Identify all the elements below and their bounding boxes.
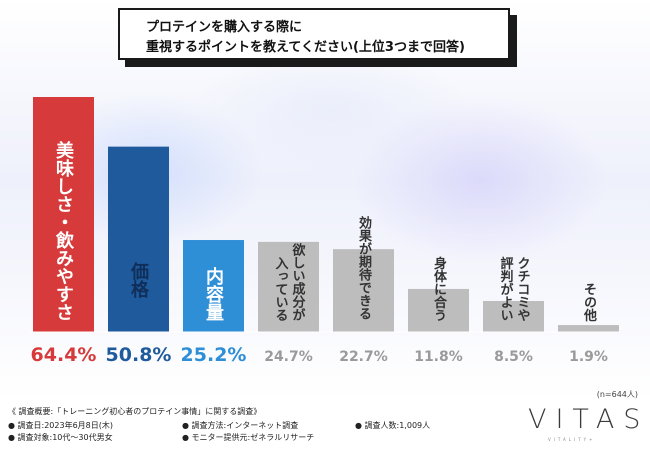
bar-5 [333, 249, 394, 332]
category-label-2: 価格 [128, 261, 150, 299]
bar-1 [33, 97, 94, 332]
survey-target: ● 調査対象:10代〜30代男女 [8, 433, 113, 442]
category-label-4-2: 欲しい成分が [290, 242, 307, 321]
bar-2 [108, 146, 169, 332]
category-label-7-1: 評判がよい [498, 256, 514, 322]
category-label-4-1: 入っている [273, 257, 289, 322]
value-label-1: 64.4% [31, 344, 97, 366]
value-label-2: 50.8% [106, 344, 172, 366]
bar-7 [483, 300, 544, 332]
value-label-4: 24.7% [264, 349, 313, 365]
value-label-6: 11.8% [414, 349, 463, 365]
chart-title-line1: プロテインを購入する際に [146, 20, 303, 35]
value-label-3: 25.2% [181, 344, 247, 366]
brand-logo: VITAS [528, 404, 650, 435]
chart-title-box: プロテインを購入する際に 重視するポイントを教えてください(上位3つまで回答) [118, 8, 510, 60]
chart-title-line2: 重視するポイントを教えてください(上位3つまで回答) [146, 40, 465, 55]
survey-summary: 《 調査概要:「トレーニング初心者のプロテイン事情」に関する調査》 [8, 407, 262, 416]
bar-chart: 美味しさ・飲みやすさ 64.4% 価格 50.8% 内容量 25.2% 入っている 欲しい成分… [30, 97, 620, 366]
category-label-6: 身体に合う [431, 256, 447, 322]
value-label-7: 8.5% [494, 349, 533, 365]
survey-respondents: ● 調査人数:1,009人 [355, 421, 431, 430]
bar-6 [408, 288, 469, 332]
value-label-8: 1.9% [569, 349, 608, 365]
footer: 《 調査概要:「トレーニング初心者のプロテイン事情」に関する調査》 ● 調査日:… [0, 400, 650, 450]
category-label-5: 効果が期待できる [356, 215, 373, 320]
sample-size-note: (n=644人) [596, 390, 638, 399]
category-label-7-2: クチコミや [515, 257, 531, 322]
category-label-8: その他 [581, 283, 598, 323]
survey-method: ● 調査方法:インターネット調査 [182, 421, 299, 430]
bar-8 [558, 325, 619, 332]
category-label-3: 内容量 [203, 266, 224, 321]
survey-date: ● 調査日:2023年6月8日(木) [8, 421, 113, 430]
bar-3 [183, 240, 244, 332]
bar-4 [258, 241, 319, 332]
value-label-5: 22.7% [339, 349, 388, 365]
brand-tagline: VITALITY+ [548, 437, 596, 442]
monitor-provider: ● モニター提供元:ゼネラルリサーチ [182, 433, 315, 442]
category-label-1: 美味しさ・飲みやすさ [53, 140, 75, 321]
